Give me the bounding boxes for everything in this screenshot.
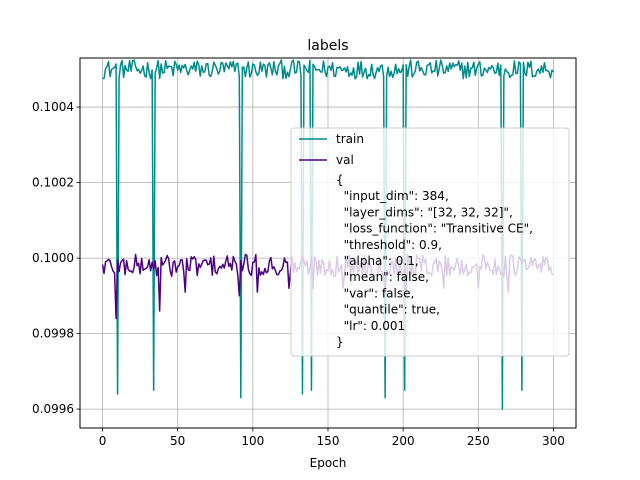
legend-annotation-line: { (336, 173, 344, 187)
x-tick-label: 50 (170, 434, 185, 448)
legend-annotation-line: "alpha": 0.1, (336, 254, 419, 268)
legend-annotation-line: "quantile": true, (336, 303, 440, 317)
y-tick-label: 0.1004 (32, 100, 74, 114)
x-axis-label: Epoch (310, 456, 347, 470)
legend-box (290, 127, 570, 357)
x-tick-label: 100 (241, 434, 264, 448)
x-tick-label: 150 (317, 434, 340, 448)
chart-title: labels (307, 38, 348, 54)
legend-annotation-line: "layer_dims": "[32, 32, 32]", (336, 205, 513, 219)
legend-annotation-line: "mean": false, (336, 270, 429, 284)
series-line-train (102, 59, 555, 410)
legend-annotation-line: "var": false, (336, 286, 414, 300)
tick-layer: 0 50 100 150 200 250 300 0.0996 0.0998 0.1000 0.10… (32, 100, 565, 448)
x-tick-label: 200 (392, 434, 415, 448)
y-tick-label: 0.0996 (32, 402, 74, 416)
x-tick-label: 0 (99, 434, 107, 448)
y-tick-label: 0.1002 (32, 176, 74, 190)
legend-annotation-line: "input_dim": 384, (336, 189, 449, 203)
x-tick-label: 250 (467, 434, 490, 448)
x-tick-label: 300 (542, 434, 565, 448)
legend-label-train: train (336, 132, 364, 146)
legend: train val { "input_dim": 384, "layer_dims"… (290, 127, 570, 357)
y-tick-label: 0.0998 (32, 327, 74, 341)
legend-annotation-line: "lr": 0.001 (336, 319, 405, 333)
legend-annotation-line: } (336, 335, 344, 349)
legend-annotation-line: "loss_function": "Transitive CE", (336, 222, 533, 236)
legend-annotation-line: "threshold": 0.9, (336, 238, 442, 252)
legend-label-val: val (336, 153, 354, 167)
y-tick-label: 0.1000 (32, 251, 74, 265)
